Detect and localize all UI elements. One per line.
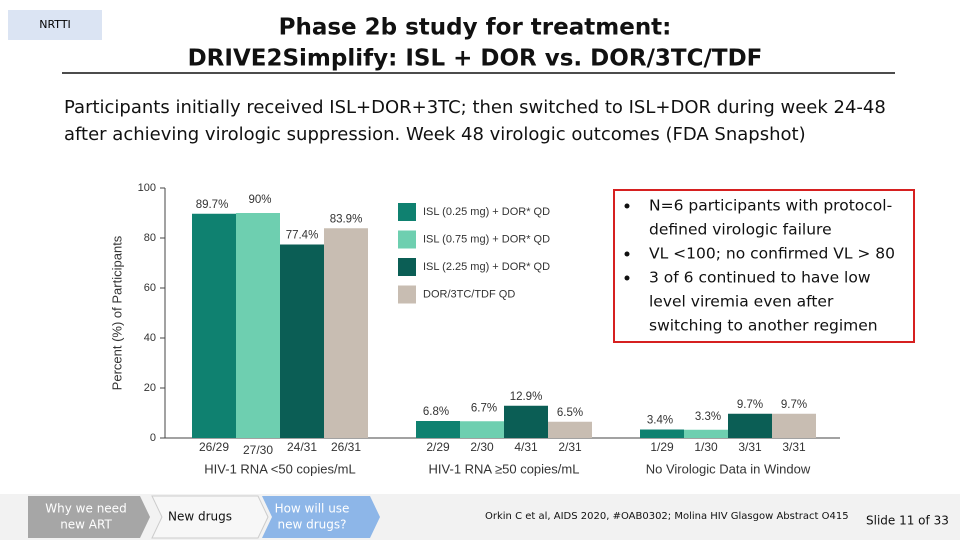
bar: [460, 421, 504, 438]
value-label: 77.4%: [286, 230, 319, 242]
bar: [728, 413, 772, 438]
bullet-text: level viremia even after: [649, 293, 834, 311]
nav-chevron[interactable]: [28, 496, 150, 538]
nav-chevron[interactable]: [262, 496, 380, 538]
x-category-label: HIV-1 RNA ≥50 copies/mL: [429, 461, 580, 476]
legend-label: ISL (0.25 mg) + DOR* QD: [423, 206, 550, 218]
intro: after achieving virologic suppression. W…: [64, 124, 806, 145]
count-label: 26/31: [331, 440, 361, 454]
y-tick-label: 60: [144, 282, 156, 294]
x-category-label: No Virologic Data in Window: [646, 461, 811, 476]
bullet-text: switching to another regimen: [649, 317, 878, 335]
y-tick-label: 20: [144, 382, 156, 394]
count-label: 1/30: [694, 440, 718, 454]
value-label: 6.7%: [471, 402, 497, 414]
bullet-dot: [624, 275, 630, 281]
count-label: 24/31: [287, 440, 317, 454]
y-tick-label: 0: [150, 432, 156, 444]
nav-chevron[interactable]: [151, 495, 269, 539]
bar: [640, 429, 684, 438]
count-label: 26/29: [199, 440, 229, 454]
legend-swatch: [398, 258, 416, 276]
nav-label: How will use: [275, 502, 350, 516]
bullet-text: 3 of 6 continued to have low: [649, 269, 871, 287]
title: Phase 2b study for treatment:: [279, 15, 672, 41]
slide-number: Slide 11 of 33: [866, 514, 949, 528]
value-label: 90%: [248, 194, 271, 206]
count-label: 4/31: [514, 440, 538, 454]
y-axis-label: Percent (%) of Participants: [109, 235, 124, 390]
count-label: 2/31: [558, 440, 582, 454]
value-label: 6.8%: [423, 406, 449, 418]
value-label: 89.7%: [196, 199, 229, 211]
count-label: 1/29: [650, 440, 674, 454]
value-label: 12.9%: [510, 391, 543, 403]
y-tick-label: 100: [138, 182, 156, 194]
count-label: 2/30: [470, 440, 494, 454]
y-tick-label: 80: [144, 232, 156, 244]
legend-label: ISL (0.75 mg) + DOR* QD: [423, 233, 550, 245]
bar: [684, 429, 728, 438]
bar: [772, 413, 816, 438]
value-label: 3.3%: [695, 411, 721, 423]
count-label: 3/31: [738, 440, 762, 454]
intro: Participants initially received ISL+DOR+…: [64, 97, 886, 118]
bullet-text: VL <100; no confirmed VL > 80: [649, 245, 895, 263]
bar: [324, 228, 368, 438]
title: DRIVE2Simplify: ISL + DOR vs. DOR/3TC/TD…: [188, 46, 763, 72]
legend-label: ISL (2.25 mg) + DOR* QD: [423, 261, 550, 273]
value-label: 9.7%: [781, 399, 807, 411]
tag: NRTTI: [39, 18, 71, 31]
value-label: 9.7%: [737, 399, 763, 411]
bar: [192, 213, 236, 438]
count-label: 27/30: [243, 443, 273, 457]
legend-label: DOR/3TC/TDF QD: [423, 288, 515, 300]
bullet-text: N=6 participants with protocol-: [649, 197, 892, 215]
y-tick-label: 40: [144, 332, 156, 344]
bullet-text: defined virologic failure: [649, 221, 832, 239]
bar: [280, 244, 324, 438]
bar: [504, 405, 548, 438]
value-label: 3.4%: [647, 415, 673, 427]
count-label: 3/31: [782, 440, 806, 454]
bullet-dot: [624, 203, 630, 209]
footer: Why we need new ART New drugs How will use n…: [45, 502, 949, 532]
nav-label: new drugs?: [277, 518, 346, 532]
nav-label: New drugs: [168, 510, 232, 524]
nav-label: new ART: [60, 518, 112, 532]
chart: 0 20 40 60 80 100 Percent (%) of Participants H…: [109, 182, 840, 476]
bar: [236, 213, 280, 438]
legend-swatch: [398, 203, 416, 221]
nav-label: Why we need: [45, 502, 126, 516]
bullet-dot: [624, 251, 630, 257]
bar: [416, 421, 460, 438]
value-label: 6.5%: [557, 407, 583, 419]
callout-box: [613, 189, 915, 343]
tag-box: [8, 10, 102, 40]
bullets: N=6 participants with protocol-defined v…: [624, 197, 895, 335]
legend-swatch: [398, 285, 416, 304]
citation: Orkin C et al, AIDS 2020, #OAB0302; Moli…: [485, 511, 849, 522]
count-label: 2/29: [426, 440, 450, 454]
bar: [548, 421, 592, 438]
x-category-label: HIV-1 RNA <50 copies/mL: [204, 461, 355, 476]
value-label: 83.9%: [330, 213, 363, 225]
legend-swatch: [398, 230, 416, 249]
